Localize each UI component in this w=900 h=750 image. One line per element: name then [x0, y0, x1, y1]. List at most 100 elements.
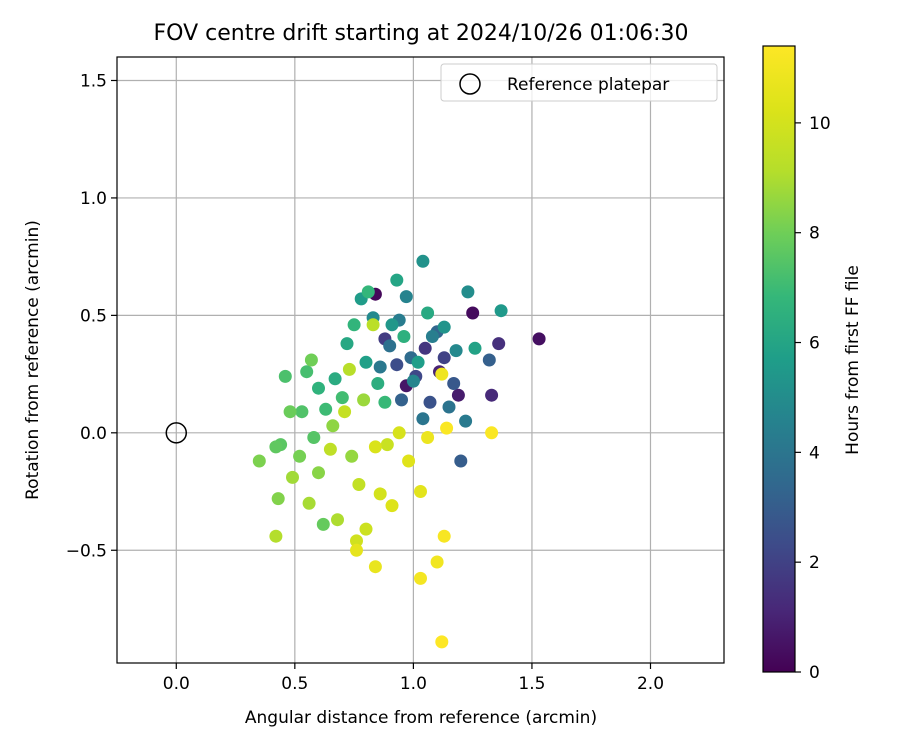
data-point: [402, 454, 416, 468]
colorbar-label: Hours from first FF file: [843, 265, 863, 455]
data-point: [378, 395, 392, 409]
data-point: [416, 412, 430, 426]
data-point: [482, 353, 496, 367]
legend: Reference platepar: [440, 63, 718, 102]
x-tick-label: 1.5: [518, 674, 545, 694]
legend-box: [440, 63, 718, 102]
data-point: [286, 470, 299, 484]
data-point: [466, 306, 480, 320]
colorbar-tick-label: 10: [809, 114, 831, 134]
data-point: [494, 304, 508, 318]
data-point: [269, 440, 283, 454]
colorbar-tick-label: 8: [809, 224, 820, 244]
data-point: [395, 393, 408, 407]
data-point: [252, 454, 266, 468]
data-point: [449, 344, 463, 358]
data-point: [485, 426, 499, 440]
legend-marker: [459, 73, 481, 95]
data-point: [368, 560, 382, 574]
data-point: [459, 414, 473, 428]
data-point: [312, 381, 325, 395]
data-point: [380, 438, 394, 452]
colorbar-ticks: 0 2 4 6 8 10: [795, 114, 831, 683]
data-point: [414, 485, 427, 498]
data-point: [304, 353, 318, 367]
data-point: [423, 395, 437, 409]
data-point: [451, 388, 465, 402]
data-point: [435, 635, 449, 649]
data-point: [271, 492, 285, 506]
data-point: [461, 285, 475, 299]
reference-marker: [165, 422, 188, 444]
data-point: [366, 318, 380, 332]
data-point: [350, 543, 363, 557]
y-tick-label: 1.5: [80, 71, 107, 91]
data-point: [295, 405, 309, 419]
y-tick-label: 1.0: [80, 189, 107, 209]
x-axis-label: Angular distance from reference (arcmin): [245, 708, 597, 728]
chart-title: FOV centre drift starting at 2024/10/26 …: [154, 21, 689, 46]
data-point: [421, 431, 435, 444]
data-point: [359, 355, 373, 369]
colorbar-tick-label: 0: [809, 663, 820, 683]
y-tick-label: 0.5: [80, 306, 107, 326]
data-point: [442, 400, 456, 414]
data-point: [399, 290, 413, 304]
data-point: [319, 402, 333, 416]
data-point: [338, 405, 352, 419]
data-point: [293, 449, 307, 463]
data-point: [397, 330, 411, 343]
data-point: [335, 391, 349, 405]
axes-frame: [116, 56, 725, 664]
data-point: [340, 337, 354, 351]
data-point: [373, 360, 387, 374]
colorbar: [762, 45, 796, 673]
data-point: [492, 337, 506, 351]
data-point: [416, 254, 430, 268]
data-point: [357, 393, 371, 407]
data-point: [430, 555, 444, 569]
data-point: [328, 372, 342, 386]
data-point: [278, 369, 292, 383]
data-point: [411, 355, 425, 369]
data-point: [307, 431, 321, 444]
data-point: [352, 478, 366, 491]
data-point: [373, 487, 387, 501]
data-point: [342, 362, 356, 376]
data-point: [347, 318, 361, 332]
data-point: [421, 306, 435, 320]
data-point: [425, 330, 439, 343]
y-axis-ticks: −0.5 0.0 0.5 1.0 1.5: [66, 71, 117, 561]
data-point: [283, 405, 297, 419]
colorbar-tick-label: 4: [809, 443, 820, 463]
data-point: [350, 534, 363, 548]
data-point: [383, 339, 397, 353]
data-point: [300, 365, 314, 379]
data-point: [359, 522, 373, 536]
data-point: [532, 332, 546, 346]
data-point: [447, 377, 461, 390]
data-point: [437, 351, 451, 365]
data-point: [269, 529, 283, 543]
data-point: [414, 571, 427, 585]
data-point: [454, 454, 468, 468]
x-tick-label: 0.5: [281, 674, 308, 694]
data-point: [316, 517, 330, 531]
x-tick-label: 2.0: [637, 674, 664, 694]
data-point: [371, 377, 385, 390]
legend-label: Reference platepar: [507, 75, 669, 95]
data-point: [326, 419, 340, 433]
data-point: [435, 367, 449, 381]
colorbar-tick-label: 2: [809, 553, 820, 573]
data-point: [485, 388, 499, 402]
y-tick-label: −0.5: [66, 541, 107, 561]
data-point: [312, 466, 325, 480]
y-tick-label: 0.0: [80, 424, 107, 444]
data-point: [392, 426, 406, 440]
data-point: [368, 440, 382, 454]
data-point: [406, 374, 420, 388]
x-tick-label: 0.0: [163, 674, 190, 694]
x-tick-label: 1.0: [400, 674, 427, 694]
y-axis-label: Rotation from reference (arcmin): [23, 220, 43, 500]
